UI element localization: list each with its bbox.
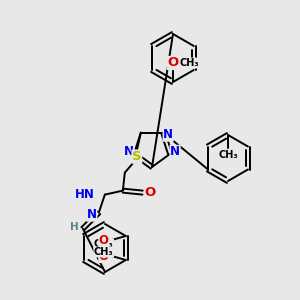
Text: O: O: [99, 250, 109, 262]
Text: N: N: [124, 146, 134, 158]
Text: O: O: [167, 56, 178, 70]
Text: CH₃: CH₃: [94, 239, 114, 249]
Text: N: N: [87, 208, 97, 221]
Text: O: O: [144, 186, 155, 199]
Text: S: S: [132, 150, 142, 163]
Text: CH₃: CH₃: [218, 150, 238, 160]
Text: O: O: [99, 233, 109, 247]
Text: HN: HN: [75, 188, 95, 201]
Text: N: N: [170, 146, 180, 158]
Text: CH₃: CH₃: [94, 247, 114, 257]
Text: CH₃: CH₃: [179, 58, 199, 68]
Text: N: N: [163, 128, 173, 141]
Text: H: H: [70, 222, 79, 232]
